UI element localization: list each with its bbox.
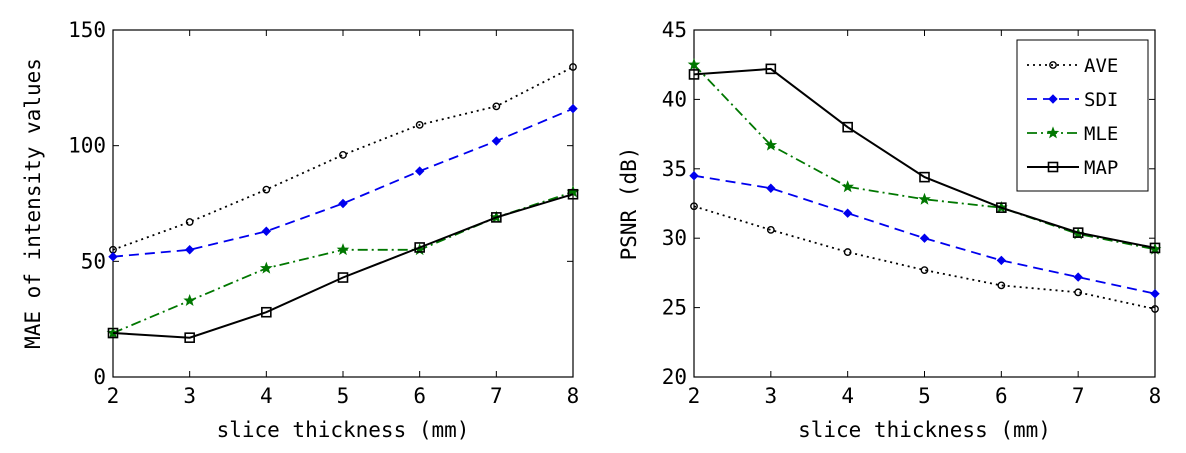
data-point-map bbox=[107, 327, 119, 339]
y-tick-label: 25 bbox=[662, 296, 687, 320]
x-tick-label: 4 bbox=[841, 384, 854, 408]
legend-label-map: MAP bbox=[1084, 157, 1118, 179]
legend: AVE SDI MLE MAP bbox=[1016, 39, 1149, 192]
data-point-ave bbox=[492, 102, 501, 111]
data-point-map bbox=[765, 63, 777, 75]
data-point-map bbox=[1149, 242, 1161, 254]
legend-label-sdi: SDI bbox=[1084, 89, 1118, 111]
data-point-sdi bbox=[568, 103, 578, 114]
data-point-ave bbox=[185, 218, 194, 226]
data-point-map bbox=[337, 272, 349, 283]
x-tick-label: 3 bbox=[183, 384, 196, 408]
data-point-map bbox=[491, 212, 502, 223]
data-point-ave bbox=[920, 266, 929, 275]
data-point-mle bbox=[183, 294, 196, 307]
x-tick-label: 5 bbox=[337, 384, 350, 408]
x-tick-label: 4 bbox=[260, 384, 273, 408]
data-point-sdi bbox=[414, 166, 425, 176]
y-tick-label: 100 bbox=[68, 134, 106, 158]
data-point-mle bbox=[687, 58, 701, 71]
data-point-ave bbox=[997, 281, 1006, 290]
y-tick-label: 45 bbox=[662, 18, 687, 42]
data-point-map bbox=[842, 121, 853, 133]
y-axis-label: MAE of intensity values bbox=[21, 58, 45, 349]
series-sdi bbox=[689, 171, 1160, 299]
series-line-map bbox=[693, 67, 1156, 249]
y-tick-label: 35 bbox=[662, 157, 687, 181]
x-tick-label: 8 bbox=[567, 384, 580, 408]
data-point-sdi bbox=[919, 233, 930, 243]
data-point-map bbox=[261, 306, 272, 318]
x-tick-label: 6 bbox=[995, 384, 1008, 408]
x-tick-label: 5 bbox=[918, 384, 931, 408]
data-point-map bbox=[688, 69, 700, 80]
data-point-ave bbox=[262, 185, 271, 194]
x-tick-label: 6 bbox=[413, 384, 426, 408]
series-map bbox=[107, 188, 579, 343]
data-point-sdi bbox=[689, 171, 699, 181]
data-point-map bbox=[996, 202, 1007, 213]
data-point-sdi bbox=[842, 208, 853, 218]
data-point-map bbox=[414, 242, 425, 253]
x-tick-label: 7 bbox=[490, 384, 503, 408]
data-point-ave bbox=[766, 225, 775, 234]
legend-box bbox=[1016, 39, 1149, 192]
data-point-mle bbox=[260, 261, 273, 274]
x-tick-label: 7 bbox=[1072, 384, 1085, 408]
series-sdi bbox=[108, 103, 578, 262]
x-axis-label: slice thickness (mm) bbox=[217, 418, 470, 442]
legend-marker-sdi bbox=[1048, 94, 1058, 104]
legend-marker-map bbox=[1047, 161, 1059, 173]
legend-marker-mle bbox=[1046, 126, 1060, 139]
series-ave bbox=[109, 63, 577, 254]
data-point-map bbox=[184, 332, 195, 343]
legend-label-mle: MLE bbox=[1084, 123, 1118, 145]
data-point-mle bbox=[841, 180, 854, 193]
series-map bbox=[688, 63, 1161, 254]
data-point-sdi bbox=[491, 136, 502, 146]
data-point-ave bbox=[569, 63, 577, 71]
x-tick-label: 8 bbox=[1149, 384, 1162, 408]
y-axis-label: PSNR (dB) bbox=[617, 147, 641, 261]
data-point-sdi bbox=[1150, 289, 1160, 299]
y-tick-label: 0 bbox=[93, 365, 106, 389]
data-point-sdi bbox=[338, 198, 348, 209]
y-tick-label: 50 bbox=[81, 249, 106, 273]
x-tick-label: 3 bbox=[765, 384, 778, 408]
data-point-map bbox=[1072, 227, 1084, 238]
data-point-sdi bbox=[766, 183, 776, 193]
left-chart-mae: 2 3 4 5 6 7 8 0 50 100 150 slice thickness (mm) MAE … bbox=[21, 18, 579, 442]
series-line-map bbox=[112, 193, 574, 339]
data-point-ave bbox=[1074, 288, 1083, 297]
y-tick-label: 40 bbox=[662, 87, 687, 111]
legend-label-ave: AVE bbox=[1084, 55, 1118, 77]
x-tick-label: 2 bbox=[107, 384, 120, 408]
x-axis-label: slice thickness (mm) bbox=[798, 418, 1051, 442]
data-point-ave bbox=[690, 202, 698, 211]
x-tick-label: 2 bbox=[688, 384, 701, 408]
data-point-map bbox=[567, 188, 579, 200]
y-tick-label: 150 bbox=[68, 18, 106, 42]
data-point-sdi bbox=[996, 255, 1007, 266]
data-point-ave bbox=[339, 151, 347, 159]
data-point-sdi bbox=[261, 226, 272, 236]
data-point-sdi bbox=[108, 251, 118, 262]
data-point-ave bbox=[1151, 305, 1159, 313]
y-tick-label: 20 bbox=[662, 365, 687, 389]
data-point-sdi bbox=[1073, 272, 1083, 282]
y-tick-label: 30 bbox=[662, 226, 687, 250]
series-ave bbox=[690, 202, 1159, 313]
legend-marker-ave bbox=[1049, 61, 1057, 69]
data-point-mle bbox=[918, 192, 931, 205]
data-point-sdi bbox=[184, 245, 195, 255]
data-point-ave bbox=[415, 120, 424, 129]
data-point-mle bbox=[764, 138, 778, 151]
data-point-map bbox=[919, 171, 930, 183]
data-point-mle bbox=[336, 243, 350, 256]
data-point-ave bbox=[843, 248, 852, 256]
